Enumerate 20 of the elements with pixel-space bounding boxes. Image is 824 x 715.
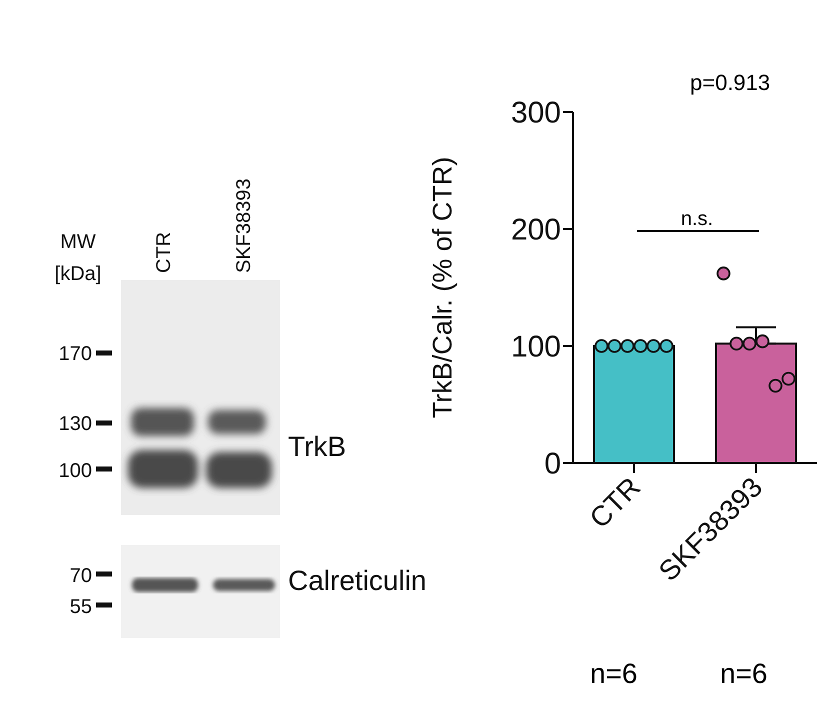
text: n=6: [720, 658, 768, 690]
text: SKF38393: [233, 178, 255, 273]
text: 70: [70, 565, 92, 587]
text: TrkB: [288, 431, 346, 462]
text: Calreticulin: [288, 565, 426, 596]
annotation: n.s.: [680, 208, 714, 231]
text: 55: [70, 596, 92, 618]
text: p=0.913: [690, 70, 770, 96]
text: 170: [58, 343, 92, 365]
text: 100: [58, 460, 92, 482]
y-tick-label: 0: [544, 448, 561, 481]
y-tick-label: 100: [510, 330, 561, 364]
text: CTR: [153, 232, 175, 273]
y-tick-label: 200: [510, 214, 561, 247]
text: 130: [58, 413, 92, 435]
text: [kDa]: [54, 263, 102, 285]
y-tick-label: 300: [510, 96, 561, 130]
y-axis-title: TrkB/Calr. (% of CTR): [428, 156, 458, 418]
text: n=6: [590, 658, 638, 690]
text: MW: [60, 231, 96, 253]
